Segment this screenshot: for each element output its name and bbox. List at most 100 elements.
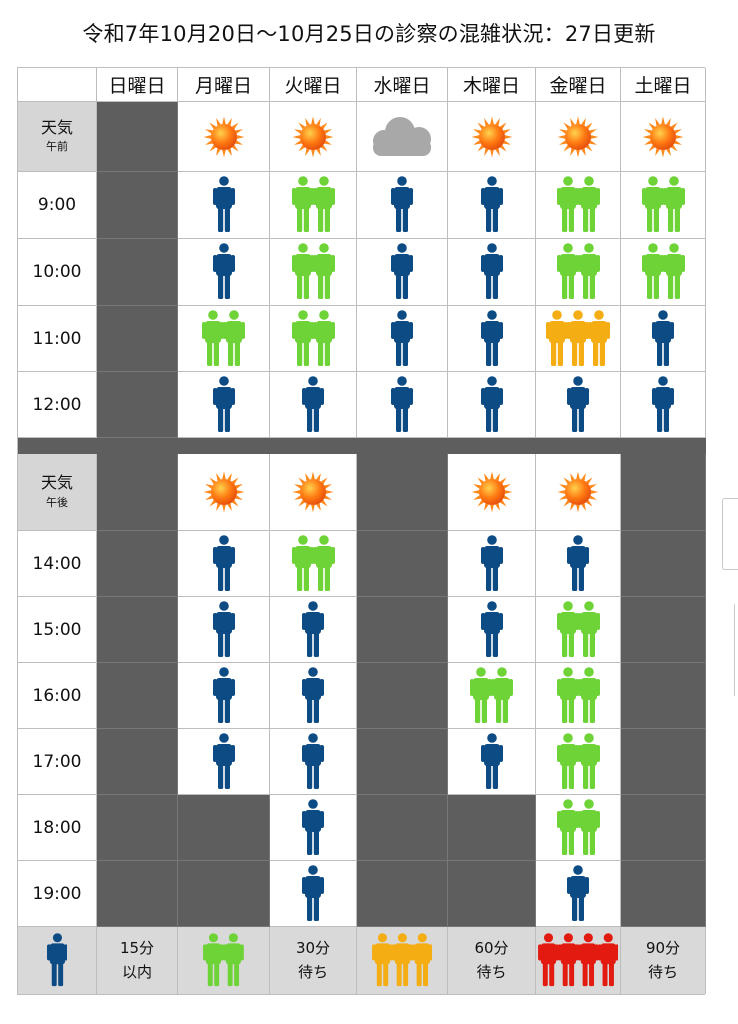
closed-cell bbox=[178, 795, 270, 861]
legend-icon-cell bbox=[18, 927, 97, 994]
wait-15min-icon bbox=[480, 534, 503, 591]
congestion-cell bbox=[270, 372, 357, 438]
wait-60min-icon bbox=[546, 309, 610, 366]
closed-cell bbox=[357, 531, 448, 597]
congestion-cell bbox=[536, 663, 621, 729]
congestion-cell bbox=[178, 663, 270, 729]
closed-cell bbox=[621, 861, 706, 927]
wait-15min-icon bbox=[391, 309, 413, 366]
day-header: 火曜日 bbox=[270, 68, 357, 102]
wait-30min-icon bbox=[203, 933, 244, 987]
wait-15min-icon bbox=[391, 375, 413, 432]
sun-icon bbox=[203, 471, 244, 513]
wait-90min-icon bbox=[537, 933, 619, 987]
congestion-cell bbox=[621, 372, 706, 438]
legend-icon-cell bbox=[536, 927, 621, 994]
time-label: 18:00 bbox=[18, 795, 97, 861]
wait-15min-icon bbox=[302, 600, 324, 657]
wait-15min-icon bbox=[302, 666, 324, 723]
closed-cell bbox=[621, 663, 706, 729]
wait-30min-icon bbox=[291, 534, 335, 591]
wait-15min-icon bbox=[302, 864, 324, 921]
closed-cell bbox=[97, 102, 178, 172]
congestion-cell bbox=[270, 531, 357, 597]
sun-icon bbox=[557, 471, 599, 513]
wait-30min-icon bbox=[291, 243, 335, 299]
congestion-cell bbox=[178, 531, 270, 597]
wait-15min-icon bbox=[302, 732, 324, 789]
closed-cell bbox=[97, 795, 178, 861]
weather-cell bbox=[178, 102, 270, 172]
congestion-cell bbox=[536, 597, 621, 663]
closed-cell bbox=[621, 531, 706, 597]
wait-15min-icon bbox=[567, 375, 589, 432]
legend-wait-note: 待ち bbox=[297, 962, 328, 981]
side-widget-edge bbox=[722, 498, 738, 570]
wait-15min-icon bbox=[391, 243, 413, 299]
wait-15min-icon bbox=[46, 933, 68, 987]
page-title: 令和7年10月20日〜10月25日の診察の混雑状況：27日更新 bbox=[82, 22, 656, 46]
day-header: 水曜日 bbox=[357, 68, 448, 102]
time-label: 11:00 bbox=[18, 306, 97, 372]
congestion-cell bbox=[357, 239, 448, 306]
wait-15min-icon bbox=[480, 600, 503, 657]
legend-wait-time: 60分 bbox=[474, 939, 509, 958]
congestion-cell bbox=[270, 861, 357, 927]
time-label: 10:00 bbox=[18, 239, 97, 306]
congestion-cell bbox=[448, 372, 536, 438]
cloud-icon bbox=[373, 116, 431, 156]
legend-wait-note: 待ち bbox=[476, 962, 507, 981]
time-label: 17:00 bbox=[18, 729, 97, 795]
wait-30min-icon bbox=[556, 666, 600, 723]
congestion-cell bbox=[448, 729, 536, 795]
wait-30min-icon bbox=[641, 176, 685, 232]
corner-cell bbox=[18, 68, 97, 102]
congestion-cell bbox=[270, 663, 357, 729]
congestion-cell bbox=[448, 597, 536, 663]
weather-cell bbox=[536, 102, 621, 172]
congestion-cell bbox=[270, 597, 357, 663]
congestion-cell bbox=[621, 239, 706, 306]
closed-cell bbox=[97, 454, 178, 531]
day-header: 月曜日 bbox=[178, 68, 270, 102]
wait-30min-icon bbox=[291, 176, 335, 232]
closed-cell bbox=[357, 729, 448, 795]
weather-cell bbox=[178, 454, 270, 531]
congestion-cell bbox=[178, 172, 270, 239]
closed-cell bbox=[621, 454, 706, 531]
closed-cell bbox=[97, 172, 178, 239]
closed-cell bbox=[448, 795, 536, 861]
wait-15min-icon bbox=[480, 243, 503, 299]
closed-cell bbox=[97, 306, 178, 372]
congestion-cell bbox=[270, 729, 357, 795]
closed-cell bbox=[621, 729, 706, 795]
wait-15min-icon bbox=[480, 176, 503, 232]
closed-cell bbox=[97, 597, 178, 663]
wait-15min-icon bbox=[652, 309, 674, 366]
wait-30min-icon bbox=[556, 243, 600, 299]
legend-wait-time: 15分 bbox=[119, 939, 155, 958]
legend-wait-time: 90分 bbox=[645, 939, 681, 958]
congestion-cell bbox=[621, 306, 706, 372]
wait-15min-icon bbox=[212, 375, 235, 432]
closed-cell bbox=[97, 861, 178, 927]
closed-cell bbox=[97, 239, 178, 306]
congestion-cell bbox=[536, 372, 621, 438]
wait-15min-icon bbox=[302, 798, 324, 855]
wait-15min-icon bbox=[567, 534, 589, 591]
wait-30min-icon bbox=[556, 176, 600, 232]
congestion-cell bbox=[448, 306, 536, 372]
weather-cell bbox=[448, 102, 536, 172]
congestion-cell bbox=[178, 372, 270, 438]
wait-30min-icon bbox=[470, 666, 513, 723]
congestion-cell bbox=[536, 172, 621, 239]
wait-15min-icon bbox=[567, 864, 589, 921]
congestion-cell bbox=[448, 172, 536, 239]
day-header: 日曜日 bbox=[97, 68, 178, 102]
legend-icon-cell bbox=[178, 927, 270, 994]
wait-15min-icon bbox=[480, 309, 503, 366]
wait-15min-icon bbox=[391, 176, 413, 232]
congestion-cell bbox=[448, 663, 536, 729]
sun-icon bbox=[642, 116, 684, 157]
legend-text-cell: 30分 待ち bbox=[270, 927, 357, 994]
